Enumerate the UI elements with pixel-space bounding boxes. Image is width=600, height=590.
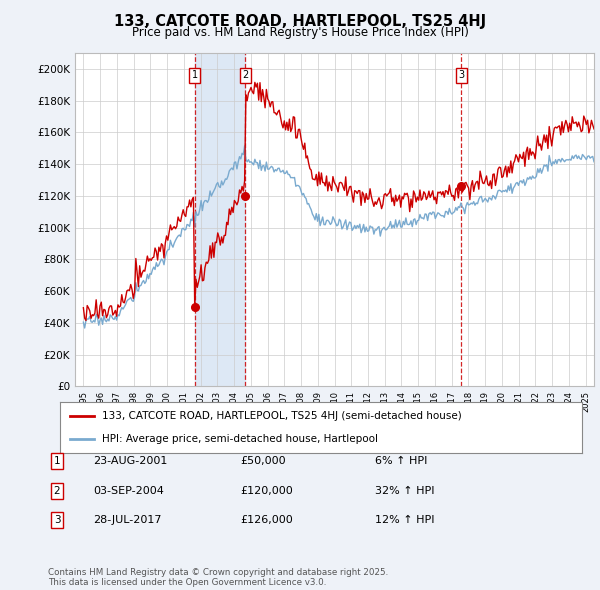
Text: £120,000: £120,000 xyxy=(240,486,293,496)
Text: 1: 1 xyxy=(191,70,197,80)
Text: Contains HM Land Registry data © Crown copyright and database right 2025.
This d: Contains HM Land Registry data © Crown c… xyxy=(48,568,388,587)
Text: £50,000: £50,000 xyxy=(240,457,286,466)
Text: 03-SEP-2004: 03-SEP-2004 xyxy=(93,486,164,496)
Text: 2: 2 xyxy=(53,486,61,496)
Text: 3: 3 xyxy=(458,70,464,80)
Text: 32% ↑ HPI: 32% ↑ HPI xyxy=(375,486,434,496)
Text: 133, CATCOTE ROAD, HARTLEPOOL, TS25 4HJ (semi-detached house): 133, CATCOTE ROAD, HARTLEPOOL, TS25 4HJ … xyxy=(102,411,461,421)
Text: 1: 1 xyxy=(53,457,61,466)
Text: £126,000: £126,000 xyxy=(240,516,293,525)
Text: 6% ↑ HPI: 6% ↑ HPI xyxy=(375,457,427,466)
Text: Price paid vs. HM Land Registry's House Price Index (HPI): Price paid vs. HM Land Registry's House … xyxy=(131,26,469,39)
Text: 2: 2 xyxy=(242,70,248,80)
Bar xyxy=(194,53,245,386)
Text: 23-AUG-2001: 23-AUG-2001 xyxy=(93,457,167,466)
Text: 12% ↑ HPI: 12% ↑ HPI xyxy=(375,516,434,525)
Text: HPI: Average price, semi-detached house, Hartlepool: HPI: Average price, semi-detached house,… xyxy=(102,434,378,444)
Text: 28-JUL-2017: 28-JUL-2017 xyxy=(93,516,161,525)
Text: 133, CATCOTE ROAD, HARTLEPOOL, TS25 4HJ: 133, CATCOTE ROAD, HARTLEPOOL, TS25 4HJ xyxy=(114,14,486,29)
Text: 3: 3 xyxy=(53,516,61,525)
